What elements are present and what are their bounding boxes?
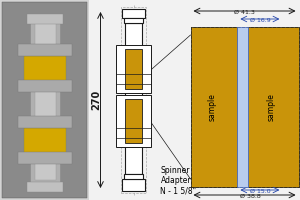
Bar	[190, 27, 298, 187]
Text: Ø 15.0: Ø 15.0	[250, 189, 270, 194]
Text: 270: 270	[92, 90, 102, 110]
Text: Ø 38.8: Ø 38.8	[240, 194, 261, 199]
Bar	[18, 80, 72, 92]
Bar	[238, 27, 248, 187]
Bar	[18, 116, 72, 128]
Bar	[27, 14, 63, 24]
Bar	[116, 45, 151, 93]
Bar	[24, 56, 66, 84]
Bar	[34, 20, 56, 180]
Text: Ø 16.9: Ø 16.9	[250, 18, 270, 23]
Text: Ø 41.3: Ø 41.3	[234, 10, 255, 15]
Bar	[125, 99, 142, 143]
Bar	[121, 7, 146, 193]
Bar	[24, 128, 66, 156]
Bar	[18, 152, 72, 164]
Bar	[124, 18, 143, 23]
Bar	[27, 182, 63, 192]
Bar	[18, 44, 72, 56]
Bar	[248, 27, 298, 187]
Bar	[122, 9, 145, 18]
Bar	[2, 2, 87, 198]
Bar	[116, 95, 151, 147]
Bar	[30, 16, 60, 184]
Bar	[125, 23, 142, 174]
Bar	[0, 0, 88, 200]
Bar	[190, 27, 238, 187]
Text: sample: sample	[267, 93, 276, 121]
Bar	[125, 49, 142, 89]
Bar	[122, 179, 145, 191]
Bar	[124, 174, 143, 179]
Text: sample: sample	[208, 93, 217, 121]
Text: Spinner
Adapter
N - 1 5/8": Spinner Adapter N - 1 5/8"	[160, 166, 196, 196]
